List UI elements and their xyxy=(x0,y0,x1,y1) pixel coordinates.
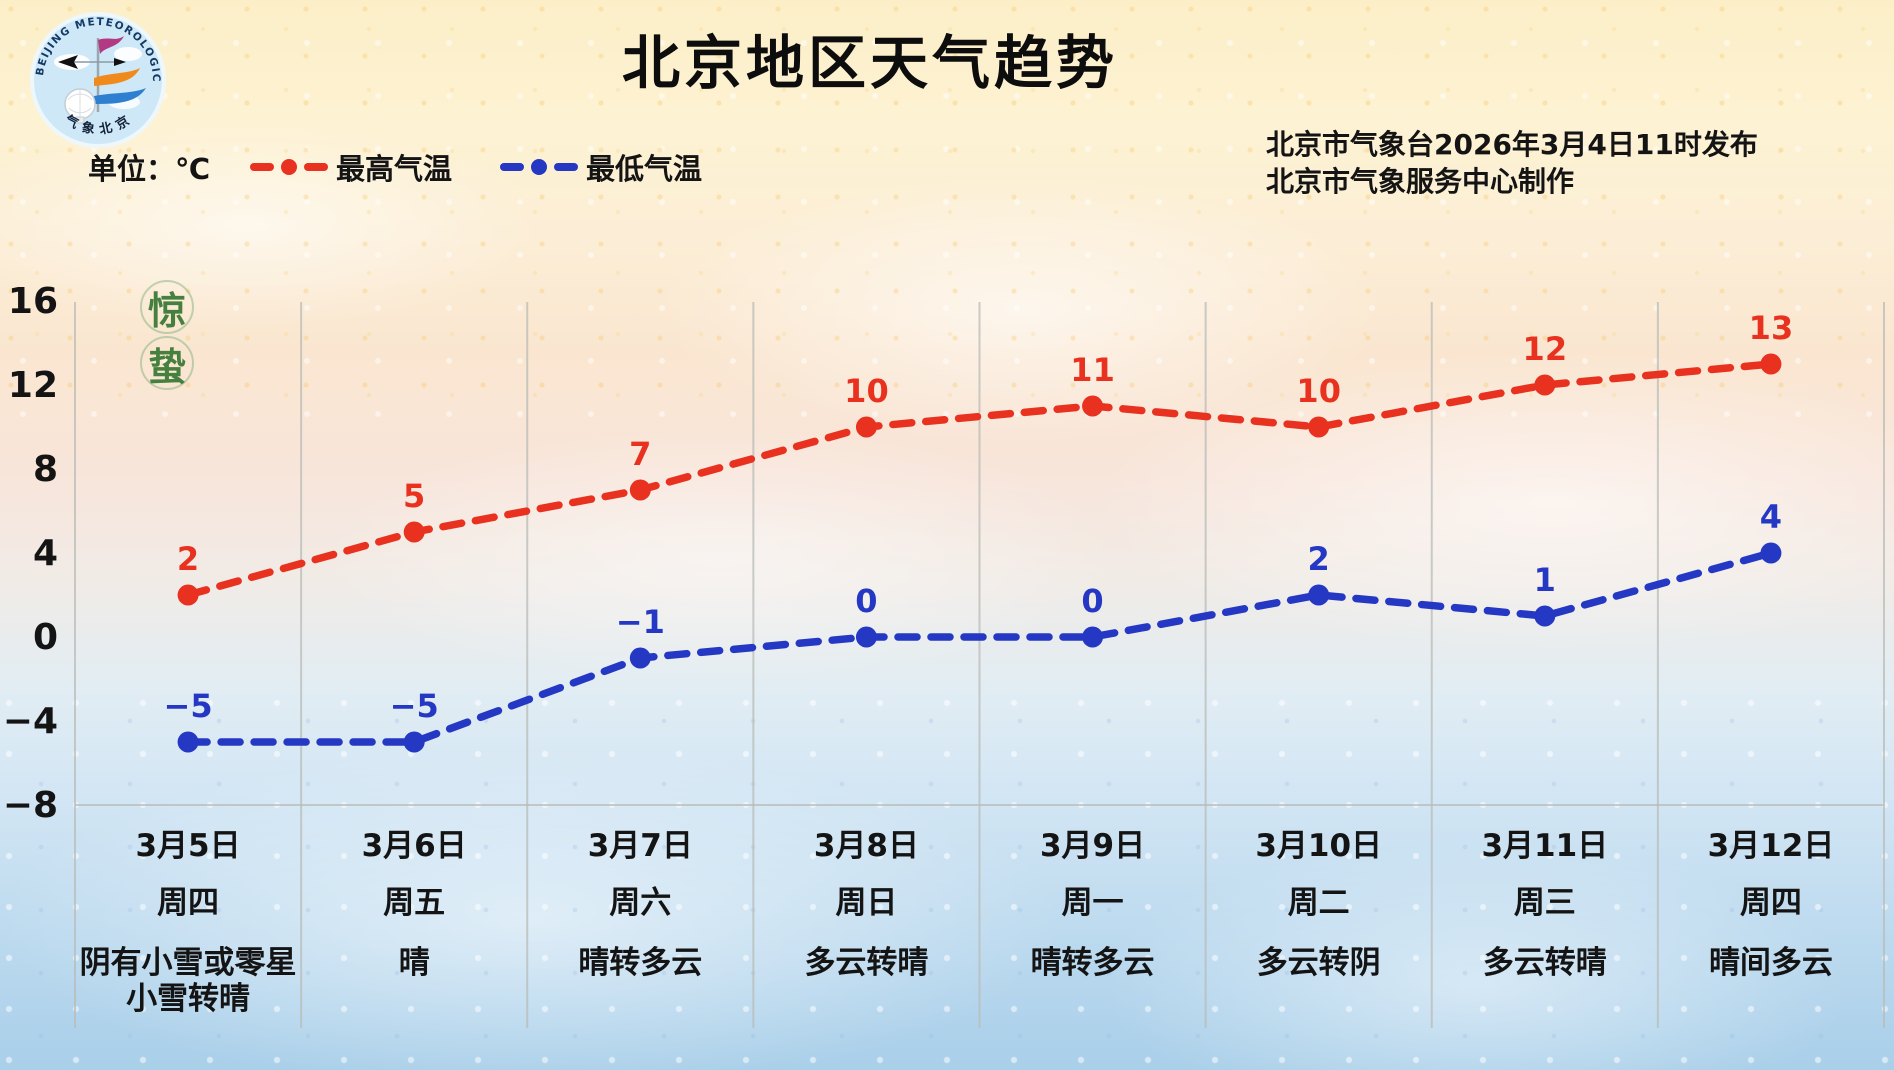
weather-label: 多云转晴 xyxy=(1483,945,1607,981)
weather-label: 晴转多云 xyxy=(1031,945,1155,981)
weather-label: 多云转阴 xyxy=(1257,945,1381,981)
high-temp-value-label: 10 xyxy=(844,372,889,410)
low-temp-point xyxy=(1534,605,1556,627)
high-temp-point xyxy=(1760,353,1782,375)
legend-label-low: 最低气温 xyxy=(586,152,703,186)
date-label: 3月9日 xyxy=(1040,828,1145,864)
page-title: 北京地区天气趋势 xyxy=(621,29,1118,97)
logo-swoosh-blue xyxy=(94,88,146,104)
weather-label: 晴间多云 xyxy=(1709,945,1833,981)
date-label: 3月11日 xyxy=(1481,828,1608,864)
logo-swoosh-orange xyxy=(94,68,140,86)
weather-label: 晴 xyxy=(399,945,430,981)
high-temp-point xyxy=(177,584,199,606)
weekday-label: 周六 xyxy=(609,885,671,921)
solar-term-jingzhe: 惊 蛰 xyxy=(140,280,194,390)
weekday-label: 周五 xyxy=(383,885,445,921)
low-temp-value-label: −5 xyxy=(390,687,439,725)
y-axis-tick-label: 4 xyxy=(33,533,58,574)
low-temp-value-label: 2 xyxy=(1308,540,1330,578)
low-temp-value-label: −1 xyxy=(616,603,665,641)
logo-ribbon-magenta xyxy=(98,36,124,54)
high-temp-point xyxy=(855,416,877,438)
high-temp-point xyxy=(629,479,651,501)
low-temp-point xyxy=(1308,584,1330,606)
high-temp-value-label: 10 xyxy=(1296,372,1341,410)
weekday-label: 周三 xyxy=(1514,885,1576,921)
y-axis-tick-label: 12 xyxy=(8,365,58,406)
weekday-label: 周日 xyxy=(835,885,897,921)
low-temp-point xyxy=(855,626,877,648)
y-axis-tick-label: −8 xyxy=(3,785,58,826)
weekday-label: 周四 xyxy=(157,885,219,921)
y-axis-tick-label: −4 xyxy=(3,701,58,742)
low-temp-point xyxy=(1082,626,1104,648)
weather-label: 晴转多云 xyxy=(578,945,702,981)
high-temp-point xyxy=(1534,374,1556,396)
date-label: 3月12日 xyxy=(1708,828,1835,864)
date-label: 3月6日 xyxy=(362,828,467,864)
high-temp-value-label: 13 xyxy=(1749,309,1794,347)
high-temp-point xyxy=(1308,416,1330,438)
chart-legend: 最高气温 最低气温 xyxy=(250,146,702,188)
high-temp-value-label: 12 xyxy=(1523,330,1568,368)
logo-wind-vane-arrow xyxy=(58,55,78,69)
date-label: 3月8日 xyxy=(814,828,919,864)
high-temp-line xyxy=(184,360,1775,599)
low-temp-point xyxy=(1760,542,1782,564)
high-temp-value-label: 5 xyxy=(403,477,425,515)
weekday-label: 周一 xyxy=(1062,885,1124,921)
date-label: 3月7日 xyxy=(588,828,693,864)
weekday-label: 周四 xyxy=(1740,885,1802,921)
y-axis-tick-label: 8 xyxy=(33,449,58,490)
low-temp-line-swatch xyxy=(500,159,579,175)
solar-term-char-2: 蛰 xyxy=(140,336,194,390)
weather-label: 多云转晴 xyxy=(804,945,928,981)
high-temp-value-label: 2 xyxy=(177,540,199,578)
solar-term-char-1: 惊 xyxy=(140,280,194,334)
legend-item-low-temp: 最低气温 xyxy=(500,146,702,188)
low-temp-value-label: 1 xyxy=(1534,561,1556,599)
low-temp-point xyxy=(403,731,425,753)
y-axis-tick-label: 16 xyxy=(8,281,58,322)
high-temp-value-label: 11 xyxy=(1070,351,1115,389)
y-axis-tick-label: 0 xyxy=(33,617,58,658)
weekday-label: 周二 xyxy=(1288,885,1350,921)
issue-line-2: 北京市气象服务中心制作 xyxy=(1266,165,1575,198)
low-temp-value-label: 0 xyxy=(1081,582,1103,620)
legend-item-high-temp: 最高气温 xyxy=(250,146,452,188)
low-temp-point xyxy=(629,647,651,669)
low-temp-point xyxy=(177,731,199,753)
low-temp-value-label: 0 xyxy=(855,582,877,620)
high-temp-point xyxy=(1082,395,1104,417)
date-label: 3月5日 xyxy=(135,828,240,864)
issue-info: 北京市气象台2026年3月4日11时发布 北京市气象服务中心制作 xyxy=(1266,126,1758,200)
beijing-meteorological-service-logo: BEIJING METEOROLOGICAL SERVICE 气象北京 xyxy=(28,10,166,148)
low-temp-value-label: 4 xyxy=(1760,498,1782,536)
issue-line-1: 北京市气象台2026年3月4日11时发布 xyxy=(1266,128,1758,161)
low-temp-value-label: −5 xyxy=(164,687,213,725)
date-label: 3月10日 xyxy=(1255,828,1382,864)
high-temp-point xyxy=(403,521,425,543)
legend-label-high: 最高气温 xyxy=(336,152,453,186)
high-temp-value-label: 7 xyxy=(629,435,651,473)
unit-label: 单位：℃ xyxy=(88,152,211,186)
low-temp-line xyxy=(184,549,1775,746)
high-temp-line-swatch xyxy=(250,159,328,175)
weather-label: 阴有小雪或零星小雪转晴 xyxy=(80,945,297,1017)
